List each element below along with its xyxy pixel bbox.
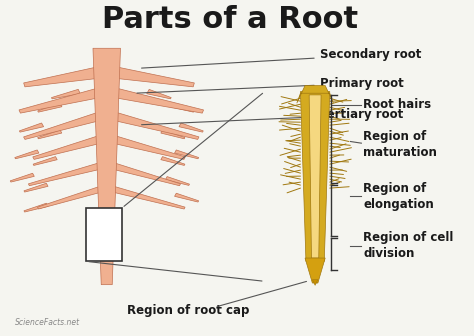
Polygon shape <box>107 111 199 139</box>
Polygon shape <box>297 86 333 103</box>
Polygon shape <box>161 130 185 139</box>
Polygon shape <box>170 103 194 112</box>
Text: ScienceFacts.net: ScienceFacts.net <box>15 318 80 327</box>
Text: Parts of a Root: Parts of a Root <box>102 5 358 35</box>
Polygon shape <box>33 157 57 165</box>
Polygon shape <box>24 111 107 139</box>
Polygon shape <box>24 183 48 192</box>
Polygon shape <box>52 89 80 99</box>
Text: Primary root: Primary root <box>137 77 403 93</box>
Text: Region of root cap: Region of root cap <box>128 304 250 317</box>
Polygon shape <box>38 130 62 139</box>
Polygon shape <box>24 203 48 212</box>
Polygon shape <box>165 177 190 185</box>
Polygon shape <box>107 134 185 159</box>
Polygon shape <box>309 95 321 258</box>
Polygon shape <box>179 123 203 132</box>
Polygon shape <box>312 280 318 285</box>
Text: Region of
maturation: Region of maturation <box>363 130 437 159</box>
Text: Tertiary root: Tertiary root <box>142 109 403 125</box>
Bar <box>86 208 122 261</box>
Polygon shape <box>161 157 185 165</box>
Polygon shape <box>107 87 203 113</box>
Polygon shape <box>93 48 120 285</box>
Polygon shape <box>33 134 107 159</box>
Polygon shape <box>10 173 34 182</box>
Text: Root hairs: Root hairs <box>363 98 431 111</box>
Polygon shape <box>305 258 325 283</box>
Polygon shape <box>19 123 44 132</box>
Polygon shape <box>108 185 185 209</box>
Text: Secondary root: Secondary root <box>142 48 421 68</box>
Polygon shape <box>174 193 199 202</box>
Polygon shape <box>38 103 62 112</box>
Polygon shape <box>174 150 199 159</box>
Polygon shape <box>301 91 330 261</box>
Polygon shape <box>107 66 194 87</box>
Polygon shape <box>15 150 39 159</box>
Polygon shape <box>28 162 106 186</box>
Polygon shape <box>37 185 106 209</box>
Polygon shape <box>19 87 107 113</box>
Text: Region of
elongation: Region of elongation <box>363 182 434 211</box>
Polygon shape <box>108 162 181 186</box>
Polygon shape <box>147 89 171 99</box>
Polygon shape <box>24 66 106 87</box>
Text: Region of cell
division: Region of cell division <box>363 231 454 260</box>
